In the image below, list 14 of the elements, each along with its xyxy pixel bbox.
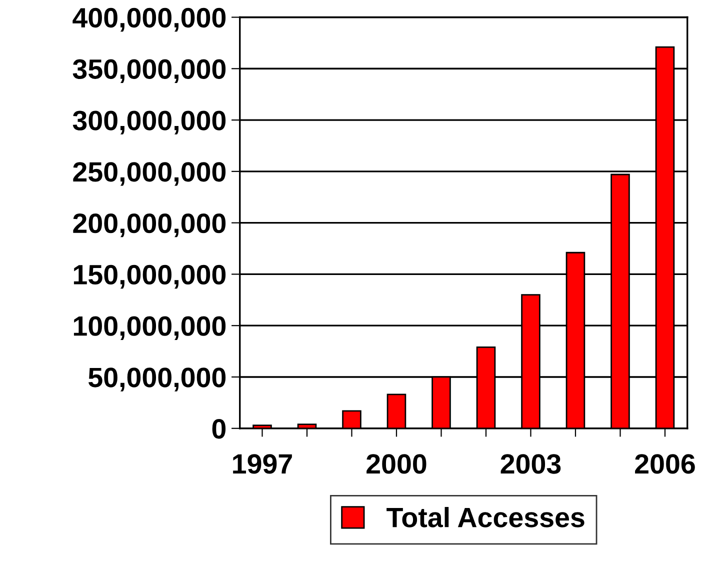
x-tick-label: 1997 — [233, 454, 292, 474]
y-tick-label: 100,000,000 — [74, 316, 226, 340]
y-tick-label: 350,000,000 — [72, 59, 226, 84]
y-tick-label: 50,000,000 — [88, 368, 226, 392]
y-tick-label: 250,000,000 — [73, 162, 226, 186]
x-tick-label: 2006 — [635, 454, 695, 474]
y-tick-label: 300,000,000 — [72, 110, 226, 134]
legend-label: Total Accesses — [386, 506, 584, 528]
x-tick-label: 2003 — [500, 454, 561, 474]
y-tick-label: 200,000,000 — [73, 213, 226, 238]
y-tick-label: 400,000,000 — [72, 8, 226, 32]
y-tick-label: 150,000,000 — [74, 264, 226, 289]
x-tick-label: 2000 — [366, 454, 426, 474]
y-tick-label: 0 — [212, 419, 226, 439]
